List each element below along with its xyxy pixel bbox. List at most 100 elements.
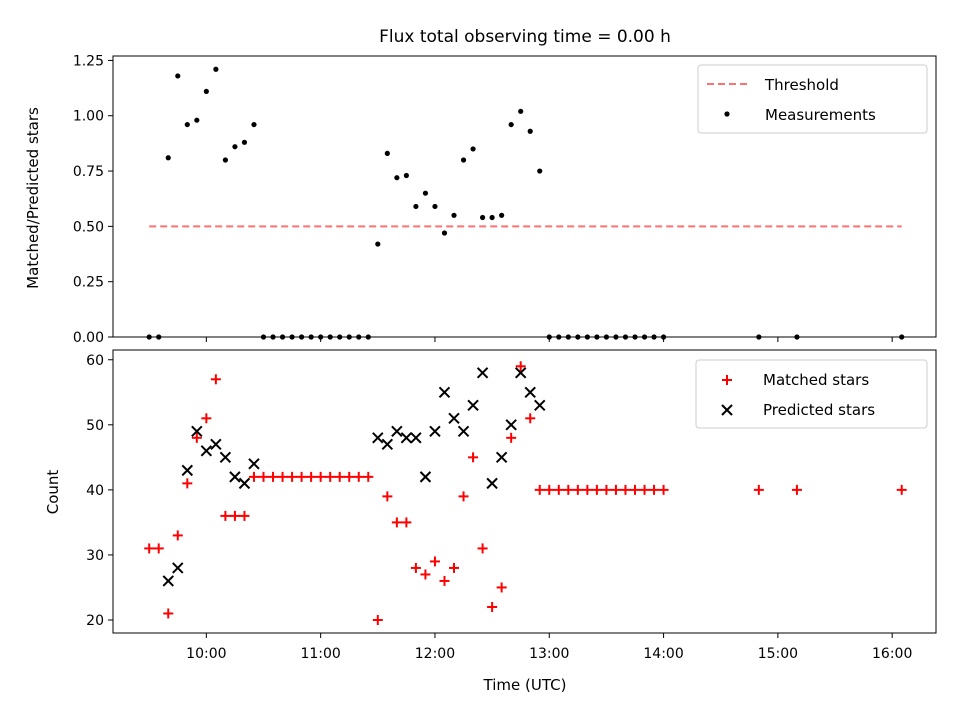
bottom-axes-frame <box>112 349 937 634</box>
predicted-star-point <box>534 399 546 412</box>
matched-star-point <box>248 471 259 482</box>
predicted-star-point <box>524 386 536 398</box>
matched-star-point <box>353 471 364 482</box>
top-legend: Threshold Measurements <box>697 64 928 134</box>
measurement-point <box>403 172 409 179</box>
matched-star-point <box>572 484 583 495</box>
measurement-point <box>508 121 514 128</box>
predicted-star-point <box>495 451 508 464</box>
matched-star-point <box>420 569 431 580</box>
measurement-point <box>232 144 238 150</box>
legend-matched-label: Matched stars <box>763 371 869 389</box>
matched-star-point <box>296 471 307 482</box>
matched-star-point <box>629 484 640 495</box>
predicted-star-point <box>229 471 241 483</box>
matched-star-point <box>258 471 269 482</box>
measurement-point <box>394 175 400 181</box>
predicted-star-point <box>391 425 403 438</box>
bottom-y-tick-label: 20 <box>86 613 104 629</box>
matched-star-point <box>410 562 421 573</box>
predicted-star-point <box>238 477 251 490</box>
legend-matched-swatch <box>722 375 732 385</box>
top-axes-frame <box>112 55 937 338</box>
legend-threshold-label: Threshold <box>764 76 839 94</box>
matched-star-point <box>649 484 660 495</box>
predicted-star-point <box>448 412 460 425</box>
matched-star-point <box>515 361 526 372</box>
predicted-star-point <box>381 438 394 451</box>
matched-star-point <box>363 471 374 482</box>
measurement-point <box>479 214 486 221</box>
bottom-y-tick-label: 60 <box>86 353 104 369</box>
matched-star-point <box>458 491 469 502</box>
matched-star-point <box>658 484 669 495</box>
top-y-tick-label: 0.00 <box>73 330 104 346</box>
bottom-x-tick-label: 16:00 <box>872 646 912 662</box>
measurement-point <box>241 139 248 145</box>
predicted-star-point <box>419 471 432 483</box>
predicted-star-point <box>438 386 451 398</box>
top-y-tick-label: 0.25 <box>73 275 104 291</box>
measurement-point <box>222 157 229 163</box>
matched-star-point <box>334 471 345 482</box>
matched-star-point <box>153 543 164 554</box>
matched-star-point <box>610 484 621 495</box>
matched-star-point <box>487 601 498 612</box>
measurement-point <box>175 73 181 79</box>
predicted-star-point <box>200 445 213 457</box>
matched-star-point <box>534 484 545 495</box>
matched-star-point <box>382 491 393 502</box>
matched-star-point <box>553 484 564 495</box>
measurement-point <box>203 88 209 95</box>
measurement-point <box>213 66 219 72</box>
matched-star-point <box>182 478 193 489</box>
measurement-point <box>194 117 200 123</box>
measurement-point <box>537 168 543 174</box>
measurement-point <box>499 212 505 218</box>
matched-star-point <box>172 530 183 541</box>
top-y-tick-label: 0.50 <box>73 219 104 235</box>
measurement-point <box>375 241 381 247</box>
bottom-x-tick-label: 12:00 <box>415 646 455 662</box>
matched-star-point <box>477 543 488 554</box>
bottom-x-tick-label: 11:00 <box>300 646 340 662</box>
measurement-point <box>184 121 190 128</box>
matched-star-point <box>220 510 231 521</box>
measurement-point <box>489 214 495 221</box>
matched-star-point <box>468 452 479 463</box>
matched-star-point <box>496 582 507 593</box>
matched-star-point <box>287 471 298 482</box>
matched-star-point <box>544 484 555 495</box>
top-legend-box <box>697 64 928 134</box>
x-axis-label: Time (UTC) <box>483 676 567 694</box>
measurement-point <box>460 157 467 163</box>
measurement-point <box>470 146 476 152</box>
matched-star-point <box>210 374 221 385</box>
matched-star-point <box>191 432 202 443</box>
top-y-tick-label: 1.00 <box>73 109 104 125</box>
measurement-point <box>518 108 524 114</box>
top-y-tick-label: 1.25 <box>73 53 104 69</box>
matched-star-point <box>315 471 326 482</box>
predicted-star-point <box>400 432 413 444</box>
bottom-legend-box <box>695 359 928 429</box>
predicted-star-point <box>505 419 517 431</box>
legend-predicted-label: Predicted stars <box>763 401 875 419</box>
predicted-star-point <box>372 432 384 444</box>
measurement-point <box>384 150 390 156</box>
matched-star-point <box>753 484 764 495</box>
legend-measurements-label: Measurements <box>765 106 876 124</box>
bottom-x-tick-label: 10:00 <box>186 646 226 662</box>
matched-star-point <box>639 484 650 495</box>
matched-star-point <box>525 413 536 424</box>
predicted-star-point <box>410 432 422 444</box>
matched-star-point <box>591 484 602 495</box>
predicted-star-point <box>210 438 222 451</box>
predicted-star-point <box>486 477 498 490</box>
matched-star-point <box>449 562 460 573</box>
matched-star-point <box>277 471 288 482</box>
matched-star-point <box>325 471 336 482</box>
predicted-star-point <box>172 562 184 574</box>
matched-star-point <box>306 471 317 482</box>
